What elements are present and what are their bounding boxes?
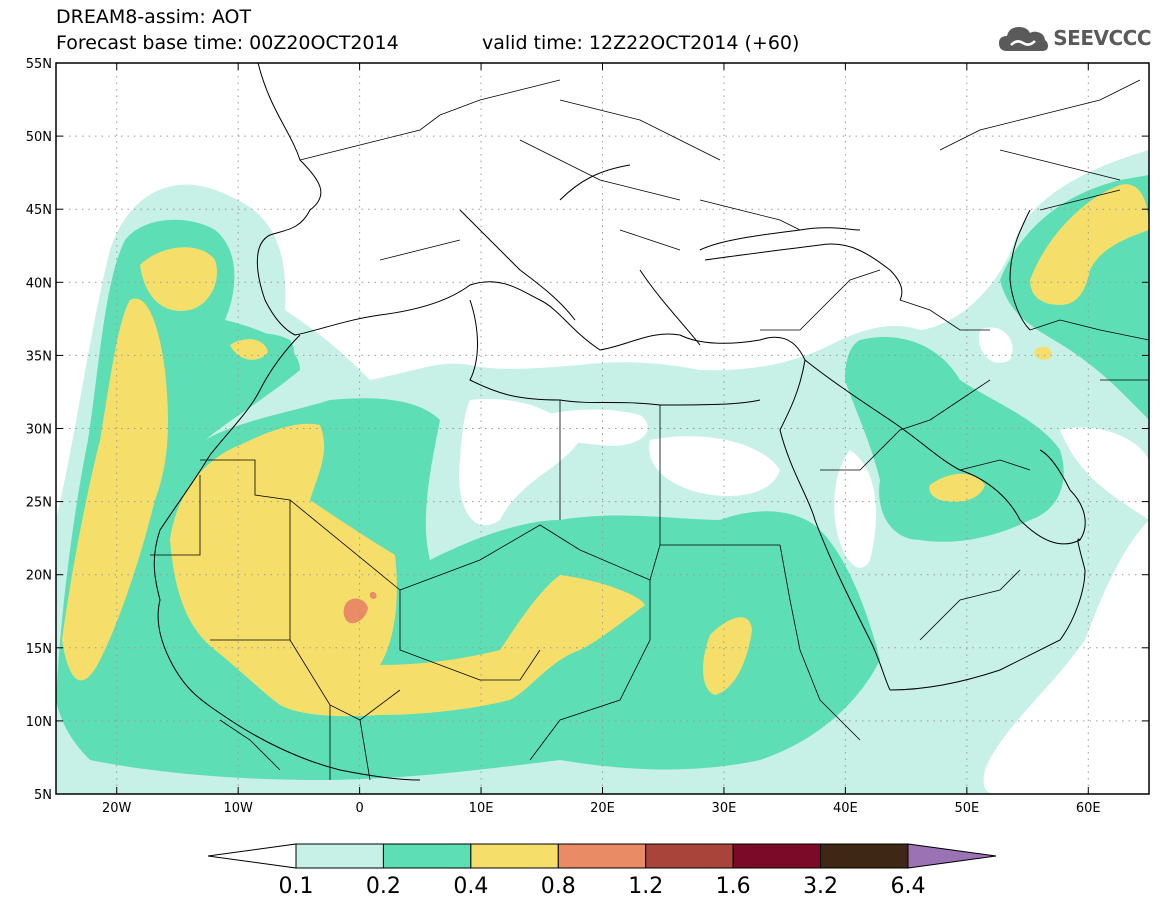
lon-tick-label: 30E <box>712 801 737 816</box>
seevccc-logo: SEEVCCC <box>997 20 1151 56</box>
title-line-2: Forecast base time: 00Z20OCT2014 valid ti… <box>56 32 799 54</box>
lat-tick-label: 5N <box>34 788 52 803</box>
colorbar-box <box>645 843 734 869</box>
lon-tick-label: 20E <box>590 801 615 816</box>
cloud-icon <box>999 27 1049 51</box>
lat-tick-label: 15N <box>26 642 52 657</box>
lat-tick-label: 50N <box>26 130 52 145</box>
colorbar-level-label: 1.2 <box>628 874 663 899</box>
lat-tick-label: 45N <box>26 203 52 218</box>
lon-tick-label: 10W <box>223 801 253 816</box>
map-axes: 20W 10W 0 10E 20E 30E 40E 50E 60E 5N 10N 15N 20N 25N 3… <box>26 57 1149 816</box>
colorbar-box <box>382 843 472 869</box>
colorbar-box <box>470 843 559 869</box>
lat-tick-label: 35N <box>26 349 52 364</box>
colorbar-level-label: 3.2 <box>803 874 838 899</box>
aot-level-0.8 <box>343 591 377 624</box>
aot-clear-patches <box>459 327 1149 568</box>
colorbar-box <box>820 843 909 869</box>
colorbar: 0.1 0.2 0.4 0.8 1.2 1.6 3.2 6.4 <box>207 843 997 899</box>
lon-tick-label: 60E <box>1076 801 1101 816</box>
lon-tick-label: 50E <box>954 801 979 816</box>
lat-tick-label: 10N <box>26 715 52 730</box>
colorbar-level-label: 0.4 <box>453 874 488 899</box>
lon-tick-label: 20W <box>102 801 132 816</box>
map-gridlines <box>56 63 1149 794</box>
lon-tick-label: 40E <box>833 801 858 816</box>
colorbar-level-label: 0.2 <box>366 874 401 899</box>
aot-field <box>56 150 1149 794</box>
lon-tick-label: 0 <box>355 801 363 816</box>
colorbar-box <box>732 843 822 869</box>
colorbar-under-arrow <box>207 843 297 869</box>
colorbar-level-label: 1.6 <box>716 874 751 899</box>
valid-time: valid time: 12Z22OCT2014 (+60) <box>482 32 800 54</box>
colorbar-over-arrow <box>907 843 997 869</box>
aot-level-0.4 <box>62 184 1149 717</box>
lon-tick-label: 10E <box>469 801 494 816</box>
colorbar-level-label: 0.8 <box>541 874 576 899</box>
country-borders <box>150 79 1149 781</box>
lat-tick-label: 40N <box>26 276 52 291</box>
lat-tick-label: 30N <box>26 423 52 438</box>
colorbar-level-label: 0.1 <box>279 874 314 899</box>
colorbar-level-label: 6.4 <box>891 874 926 899</box>
lat-tick-label: 20N <box>26 569 52 584</box>
lat-tick-label: 55N <box>26 57 52 72</box>
lat-tick-label: 25N <box>26 496 52 511</box>
logo-text: SEEVCCC <box>1053 26 1151 50</box>
colorbar-box <box>295 843 384 869</box>
coastlines <box>153 63 1086 781</box>
title-line-1: DREAM8-assim: AOT <box>56 6 252 28</box>
colorbar-box <box>557 843 647 869</box>
forecast-base-time: Forecast base time: 00Z20OCT2014 <box>56 32 399 54</box>
